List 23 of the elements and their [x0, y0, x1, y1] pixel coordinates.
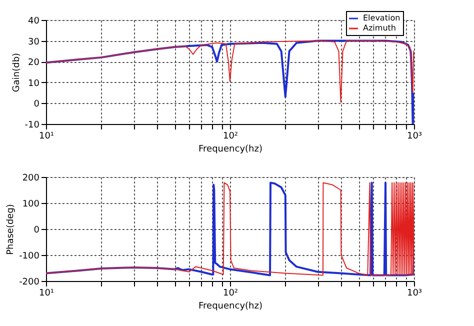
y-tick-label: 20 [28, 58, 40, 68]
x-tick-label: 10² [222, 288, 238, 298]
x-tick-label: 10¹ [38, 132, 54, 142]
x-axis-title: Frequency(hz) [198, 302, 262, 312]
y-tick-label: 30 [28, 37, 40, 48]
y-axis-title: Gain(db) [12, 52, 22, 92]
y-tick-label: -200 [19, 278, 40, 288]
x-axis-title: Frequency(hz) [198, 144, 262, 154]
y-tick-label: 10 [28, 78, 40, 89]
y-tick-label: -10 [24, 120, 40, 130]
y-tick-label: -100 [19, 252, 40, 262]
x-tick-label: 10¹ [38, 288, 54, 298]
y-axis-title: Phase(deg) [6, 204, 16, 255]
y-tick-label: 100 [22, 200, 40, 210]
legend-label: Azimuth [363, 24, 396, 32]
y-tick-label: 0 [34, 226, 40, 236]
x-tick-label: 10² [222, 132, 238, 142]
x-tick-label: 10³ [406, 288, 422, 298]
y-tick-label: 40 [28, 16, 40, 26]
legend-label: Elevation [363, 14, 400, 22]
y-tick-label: 200 [22, 174, 40, 184]
y-tick-label: 0 [34, 100, 40, 110]
x-tick-label: 10³ [406, 132, 422, 142]
